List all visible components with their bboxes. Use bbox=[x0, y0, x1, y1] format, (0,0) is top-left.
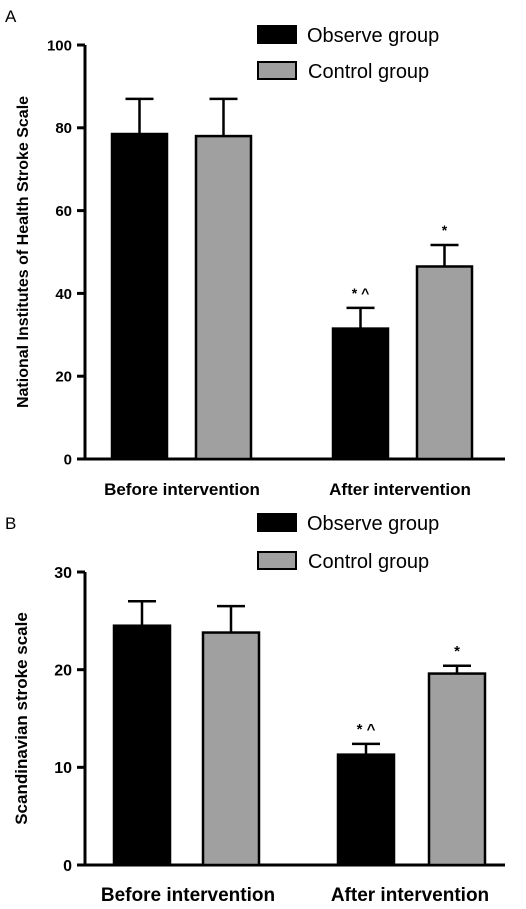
chart-panel-b: B 0 10 20 30 Scandinavian stroke scale * ^ * Bef… bbox=[5, 513, 505, 906]
y-tick-label: 0 bbox=[63, 858, 72, 875]
x-category-label: After intervention bbox=[331, 885, 489, 906]
significance-annotation: * bbox=[442, 222, 448, 238]
y-tick-label: 80 bbox=[55, 120, 72, 137]
bar-observe-group bbox=[336, 753, 396, 867]
panel-letter: A bbox=[5, 7, 17, 26]
y-tick-label: 20 bbox=[54, 662, 72, 679]
legend-label: Observe group bbox=[307, 513, 439, 535]
bar-control-group bbox=[201, 631, 261, 867]
chart-panel-a: A 0 20 40 60 80 100 National Institutes of Heal… bbox=[5, 7, 505, 499]
legend-swatch bbox=[257, 25, 297, 44]
x-category-label: After intervention bbox=[329, 480, 471, 499]
bar-observe-group bbox=[110, 132, 169, 461]
y-tick-label: 40 bbox=[55, 286, 72, 303]
bar-observe-group bbox=[112, 624, 172, 867]
legend-label: Control group bbox=[308, 61, 429, 83]
bar-control-group bbox=[415, 265, 474, 461]
y-axis-label: Scandinavian stroke scale bbox=[12, 612, 31, 825]
legend-swatch bbox=[257, 551, 297, 570]
y-axis-label: National Institutes of Health Stroke Sca… bbox=[15, 96, 32, 408]
significance-annotation: * bbox=[454, 643, 460, 660]
legend-label: Observe group bbox=[307, 25, 439, 47]
significance-annotation: * ^ bbox=[352, 285, 370, 301]
y-tick-label: 20 bbox=[55, 369, 72, 386]
x-category-label: Before intervention bbox=[104, 480, 260, 499]
panel-letter: B bbox=[5, 514, 16, 533]
y-tick-label: 10 bbox=[54, 760, 72, 777]
y-tick-label: 0 bbox=[64, 451, 72, 468]
significance-annotation: * ^ bbox=[357, 721, 376, 738]
y-tick-label: 30 bbox=[54, 565, 72, 582]
legend-swatch bbox=[257, 61, 297, 80]
x-category-label: Before intervention bbox=[101, 885, 275, 906]
legend-label: Control group bbox=[308, 551, 429, 573]
y-tick-label: 100 bbox=[47, 37, 72, 54]
bar-observe-group bbox=[331, 327, 390, 461]
legend-swatch bbox=[257, 513, 297, 532]
bar-control-group bbox=[427, 672, 487, 867]
bar-control-group bbox=[194, 134, 253, 461]
y-tick-label: 60 bbox=[55, 203, 72, 220]
